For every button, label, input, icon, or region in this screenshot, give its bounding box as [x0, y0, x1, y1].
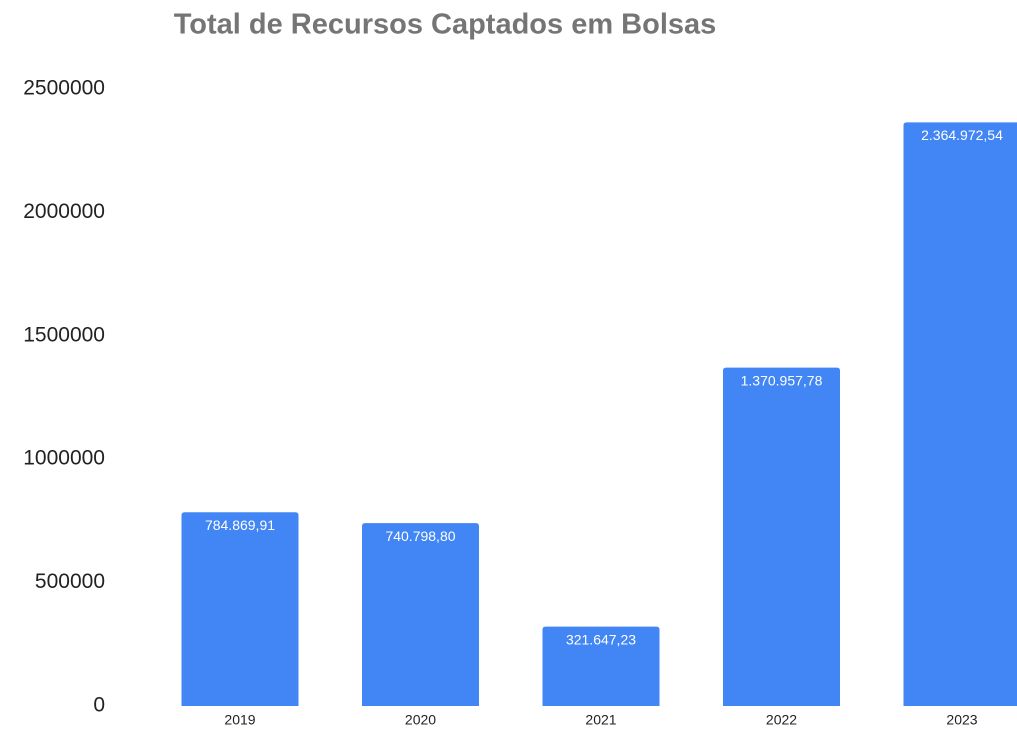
x-tick-label: 2023	[946, 712, 977, 728]
x-tick-label: 2019	[224, 712, 255, 728]
bar	[181, 512, 299, 706]
data-label: 2.364.972,54	[921, 127, 1003, 143]
x-tick-label: 2022	[766, 712, 797, 728]
x-tick-label: 2021	[585, 712, 616, 728]
y-tick-label: 2500000	[23, 77, 105, 100]
data-label: 784.869,91	[205, 517, 275, 533]
x-tick-label: 2020	[405, 712, 436, 728]
bar	[723, 367, 840, 706]
y-tick-label: 500000	[35, 570, 105, 593]
chart-title: Total de Recursos Captados em Bolsas	[174, 9, 717, 41]
y-tick-label: 1500000	[23, 323, 105, 346]
bar	[903, 122, 1017, 706]
data-label: 740.798,80	[385, 528, 455, 544]
y-tick-label: 1000000	[23, 447, 105, 470]
y-tick-label: 2000000	[23, 200, 105, 223]
bar	[362, 523, 479, 706]
data-label: 1.370.957,78	[741, 372, 823, 388]
y-tick-label: 0	[93, 694, 105, 717]
data-label: 321.647,23	[566, 631, 636, 647]
bar	[542, 626, 660, 706]
